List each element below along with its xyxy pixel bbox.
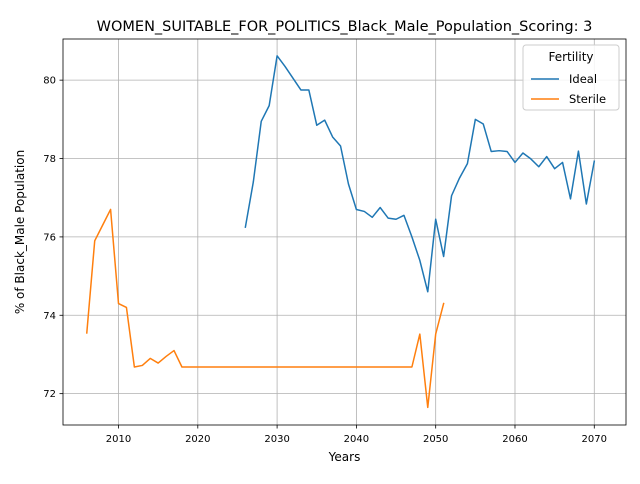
ticks: 2010 2020 2030 2040 2050 2060 2070 72 74 76 78 80 bbox=[43, 76, 607, 445]
x-axis-label: Years bbox=[328, 450, 361, 464]
y-tick-label: 80 bbox=[43, 76, 56, 87]
chart-title: WOMEN_SUITABLE_FOR_POLITICS_Black_Male_P… bbox=[97, 19, 593, 35]
series-line-sterile bbox=[85, 208, 445, 409]
x-tick-label: 2060 bbox=[502, 434, 527, 445]
legend: Fertility Ideal Sterile bbox=[522, 44, 620, 111]
series-line-ideal bbox=[244, 55, 596, 293]
y-axis-label: % of Black_Male Population bbox=[13, 150, 27, 314]
series-lines bbox=[85, 55, 596, 409]
legend-title: Fertility bbox=[548, 50, 593, 64]
x-tick-label: 2070 bbox=[582, 434, 607, 445]
x-tick-label: 2040 bbox=[344, 434, 369, 445]
plot-frame bbox=[62, 38, 627, 426]
legend-items: Ideal Sterile bbox=[531, 72, 606, 106]
y-tick-label: 74 bbox=[43, 311, 56, 322]
legend-label-ideal: Ideal bbox=[569, 72, 597, 86]
grid bbox=[63, 39, 626, 425]
legend-box bbox=[522, 44, 620, 111]
y-tick-label: 78 bbox=[43, 154, 56, 165]
x-tick-label: 2020 bbox=[185, 434, 210, 445]
x-tick-label: 2010 bbox=[106, 434, 131, 445]
legend-label-sterile: Sterile bbox=[569, 92, 606, 106]
y-tick-label: 72 bbox=[43, 389, 56, 400]
y-tick-label: 76 bbox=[43, 232, 56, 243]
x-tick-label: 2050 bbox=[423, 434, 448, 445]
x-tick-label: 2030 bbox=[264, 434, 289, 445]
